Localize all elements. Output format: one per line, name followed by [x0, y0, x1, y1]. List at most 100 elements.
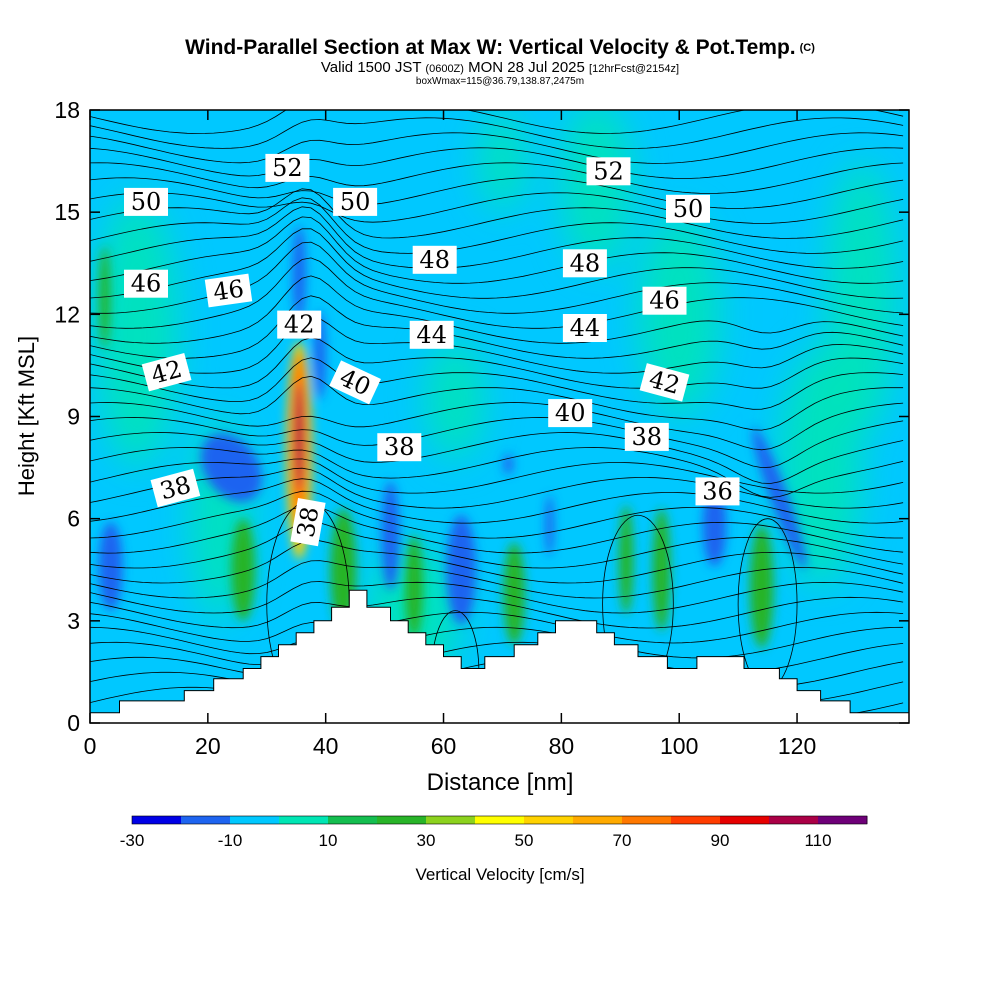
y-axis-label: Height [Kft MSL]	[14, 336, 39, 496]
weak-updraft-band	[425, 338, 485, 461]
colorbar-tick-label: 90	[711, 831, 730, 850]
updraft-cell	[405, 535, 423, 638]
colorbar: -30 -10 10 30 50 70 90 110	[120, 815, 868, 850]
contour-label: 38	[150, 468, 201, 508]
contour-label-text: 50	[131, 188, 162, 216]
contour-label-box	[150, 468, 201, 508]
colorbar-swatch	[132, 816, 182, 824]
contour-label-box	[624, 422, 669, 451]
x-tick-label: 20	[195, 733, 221, 759]
contour-label: 40	[548, 399, 593, 428]
contour-label-box	[548, 399, 593, 428]
contour-label: 50	[333, 187, 378, 216]
contour-label-text: 42	[284, 311, 315, 339]
colorbar-swatch	[328, 816, 378, 824]
y-tick-label: 12	[54, 301, 80, 327]
theta-contour-line	[90, 177, 904, 209]
weak-updraft-band	[561, 110, 633, 271]
contour-label: 46	[642, 286, 687, 315]
valid-date: MON 28 Jul 2025	[468, 59, 585, 76]
theta-contour-line	[90, 316, 904, 374]
theta-contour-line	[90, 188, 904, 239]
theta-contour-line	[90, 478, 904, 524]
theta-contour-line	[90, 540, 904, 584]
contour-label-box	[141, 352, 192, 392]
valid-time: Valid 1500 JST	[320, 59, 422, 76]
contour-label: 36	[695, 477, 740, 506]
weak-updraft-band	[779, 348, 862, 587]
theta-contour-line	[90, 626, 904, 659]
contour-label-text: 44	[570, 314, 601, 342]
y-tick-label: 9	[67, 404, 80, 430]
contour-label: 50	[666, 194, 710, 223]
x-tick-label: 0	[84, 733, 97, 759]
theta-contour-line	[90, 467, 904, 509]
contour-label-text: 50	[340, 188, 371, 216]
theta-contour-line	[90, 417, 904, 469]
contour-label-text: 46	[211, 275, 245, 307]
y-tick-label: 6	[67, 506, 80, 532]
colorbar-swatch	[230, 816, 280, 824]
contour-label-box	[412, 245, 457, 274]
theta-contour-line	[90, 447, 904, 498]
contour-label: 48	[412, 245, 457, 274]
colorbar-swatch	[377, 816, 427, 824]
colorbar-swatch	[622, 816, 672, 824]
contour-label-box	[277, 310, 322, 339]
contour-label-box	[265, 153, 310, 182]
colorbar-tick-label: 30	[417, 831, 436, 850]
contour-label-text: 38	[632, 423, 663, 451]
contour-label-text: 52	[593, 157, 624, 185]
colorbar-swatch	[769, 816, 819, 824]
updraft-cell	[294, 382, 304, 492]
chart-subtitle: Valid 1500 JST (0600Z) MON 28 Jul 2025 […	[0, 60, 1000, 77]
theta-contour-line	[90, 521, 904, 569]
theta-contour-line	[90, 432, 904, 484]
colorbar-tick-label: 10	[319, 831, 338, 850]
x-tick-label: 80	[549, 733, 575, 759]
colorbar-swatch	[524, 816, 574, 824]
contour-label-text: 36	[702, 477, 733, 505]
contour-label-text: 48	[570, 249, 601, 277]
theta-contour-line	[90, 337, 904, 389]
theta-contour-line	[90, 458, 904, 494]
theta-contour-line	[90, 490, 904, 539]
updraft-cell	[231, 518, 255, 621]
contour-label-text: 52	[272, 154, 303, 182]
title-main: Wind-Parallel Section at Max W: Vertical…	[185, 36, 796, 59]
theta-contour-line	[90, 596, 904, 629]
contour-label: 38	[290, 498, 326, 547]
theta-contour-line	[90, 192, 904, 224]
contour-label: 50	[124, 187, 168, 216]
contour-label-box	[124, 187, 168, 216]
theta-contour-line	[90, 560, 904, 599]
contour-label-box	[290, 498, 326, 547]
contour-label-box	[586, 157, 631, 186]
colorbar-tick-label: -30	[120, 831, 145, 850]
contour-label-text: 38	[292, 505, 325, 540]
theta-contour-line	[90, 132, 904, 164]
theta-contour-line	[90, 275, 904, 344]
contour-label-box	[333, 187, 378, 216]
contour-label-text: 46	[131, 270, 162, 298]
weak-updraft-band	[826, 161, 898, 434]
theta-contour-line	[90, 375, 904, 431]
x-axis: 0 20 40 60 80 100 120	[84, 110, 816, 759]
contour-label-text: 40	[555, 399, 586, 427]
downdraft-cell	[200, 433, 262, 502]
updraft-cell	[619, 505, 634, 615]
updraft-cell	[749, 525, 774, 649]
chart-title-block: Wind-Parallel Section at Max W: Vertical…	[0, 36, 1000, 87]
copyright-mark: (C)	[799, 42, 815, 54]
colorbar-frame	[131, 815, 868, 825]
x-axis-label: Distance [nm]	[427, 769, 574, 796]
contour-label-box	[409, 320, 454, 349]
contour-label-text: 46	[649, 287, 680, 315]
forecast-info: [12hrFcst@2154z]	[589, 63, 680, 75]
contour-label-box	[124, 269, 168, 298]
theta-contour-line	[90, 216, 904, 284]
colorbar-swatch	[720, 816, 770, 824]
box-wmax-info: boxWmax=115@36.79,138.87,2475m	[415, 76, 585, 87]
